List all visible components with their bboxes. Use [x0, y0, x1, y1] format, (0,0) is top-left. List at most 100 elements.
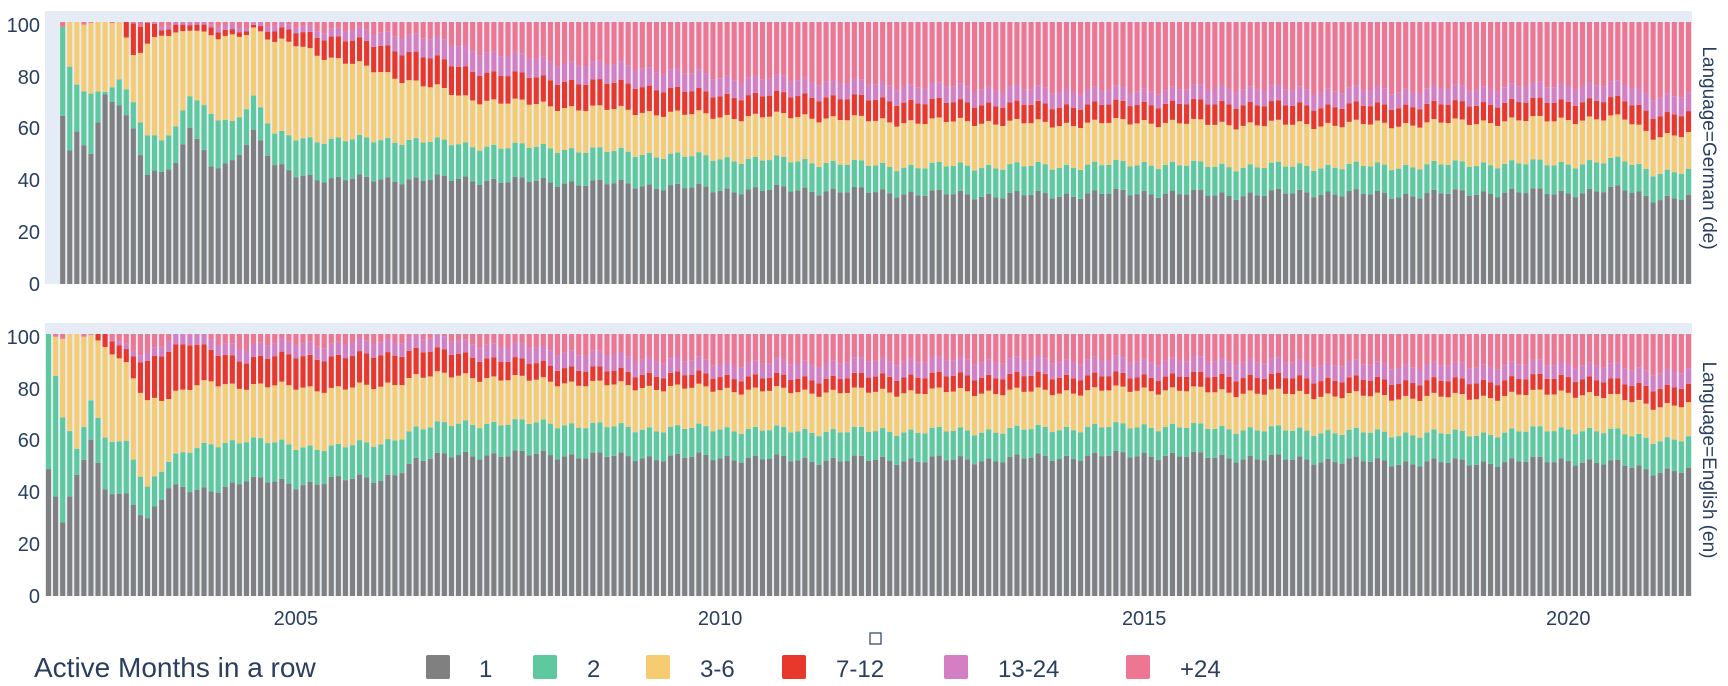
bar-segment-2[interactable] — [1198, 423, 1204, 453]
bar-segment-13-24[interactable] — [724, 361, 730, 375]
bar-segment-2[interactable] — [1473, 435, 1479, 465]
bar-segment-13-24[interactable] — [675, 68, 681, 87]
bar-segment-7-12[interactable] — [583, 371, 589, 387]
bar-segment-1[interactable] — [1099, 193, 1105, 284]
bar-segment-+24[interactable] — [1318, 22, 1324, 93]
bar-segment-+24[interactable] — [88, 22, 94, 23]
bar-segment-7-12[interactable] — [1063, 104, 1069, 123]
bar-segment-7-12[interactable] — [1389, 109, 1395, 129]
bar-segment-2[interactable] — [660, 432, 667, 462]
bar-segment-13-24[interactable] — [1417, 369, 1423, 386]
bar-segment-13-24[interactable] — [222, 343, 228, 355]
bar-segment-+24[interactable] — [491, 334, 497, 344]
bar-segment-2[interactable] — [540, 419, 546, 451]
bar-segment-13-24[interactable] — [957, 356, 963, 373]
bar-segment-+24[interactable] — [385, 22, 391, 32]
bar-segment-3-6[interactable] — [123, 37, 129, 90]
bar-segment-3-6[interactable] — [342, 389, 348, 448]
bar-segment-3-6[interactable] — [88, 22, 94, 94]
bar-segment-13-24[interactable] — [837, 363, 843, 380]
bar-segment-3-6[interactable] — [929, 388, 935, 428]
bar-segment-3-6[interactable] — [1664, 403, 1670, 438]
bar-segment-+24[interactable] — [144, 334, 151, 354]
bar-segment-1[interactable] — [1205, 457, 1211, 596]
bar-segment-3-6[interactable] — [781, 387, 787, 428]
bar-segment-13-24[interactable] — [1176, 360, 1183, 377]
bar-segment-3-6[interactable] — [321, 59, 327, 144]
bar-segment-13-24[interactable] — [1099, 90, 1105, 105]
bar-segment-1[interactable] — [1664, 468, 1670, 596]
bar-segment-3-6[interactable] — [201, 31, 207, 106]
bar-segment-+24[interactable] — [137, 334, 143, 356]
bar-segment-2[interactable] — [399, 144, 405, 185]
bar-segment-3-6[interactable] — [858, 115, 864, 161]
bar-segment-1[interactable] — [1495, 466, 1501, 596]
bar-segment-3-6[interactable] — [392, 78, 398, 143]
bar-segment-1[interactable] — [1509, 458, 1515, 596]
bar-segment-7-12[interactable] — [109, 341, 115, 355]
bar-segment-3-6[interactable] — [1120, 119, 1126, 162]
bar-segment-2[interactable] — [611, 151, 617, 184]
bar-segment-3-6[interactable] — [1445, 123, 1451, 165]
bar-segment-7-12[interactable] — [830, 375, 836, 390]
bar-segment-+24[interactable] — [427, 334, 433, 339]
bar-segment-3-6[interactable] — [576, 110, 582, 153]
bar-segment-2[interactable] — [540, 143, 546, 179]
bar-segment-+24[interactable] — [738, 22, 744, 83]
bar-segment-+24[interactable] — [1176, 22, 1183, 90]
bar-segment-+24[interactable] — [1035, 334, 1041, 356]
bar-segment-7-12[interactable] — [576, 84, 582, 111]
bar-segment-2[interactable] — [1049, 169, 1055, 199]
bar-segment-7-12[interactable] — [434, 55, 440, 85]
bar-segment-3-6[interactable] — [929, 118, 935, 163]
bar-segment-3-6[interactable] — [1353, 391, 1359, 428]
bar-segment-3-6[interactable] — [837, 393, 843, 433]
bar-segment-2[interactable] — [653, 431, 659, 461]
bar-segment-7-12[interactable] — [484, 72, 490, 101]
bar-segment-7-12[interactable] — [328, 36, 334, 58]
bar-segment-13-24[interactable] — [434, 334, 440, 348]
bar-segment-7-12[interactable] — [823, 97, 829, 119]
bar-segment-2[interactable] — [427, 427, 433, 459]
bar-segment-1[interactable] — [1304, 192, 1310, 284]
bar-segment-1[interactable] — [993, 461, 999, 597]
bar-segment-2[interactable] — [1374, 162, 1380, 191]
bar-segment-3-6[interactable] — [1162, 122, 1168, 165]
bar-segment-13-24[interactable] — [858, 357, 864, 373]
bar-segment-2[interactable] — [802, 158, 808, 188]
bar-segment-3-6[interactable] — [781, 113, 787, 157]
bar-segment-+24[interactable] — [357, 22, 363, 27]
bar-segment-7-12[interactable] — [576, 370, 582, 386]
bar-segment-1[interactable] — [519, 450, 525, 596]
bar-segment-1[interactable] — [1042, 455, 1048, 596]
bar-segment-2[interactable] — [1480, 432, 1487, 462]
bar-segment-7-12[interactable] — [371, 46, 377, 73]
bar-segment-7-12[interactable] — [1381, 104, 1388, 123]
bar-segment-2[interactable] — [752, 156, 758, 188]
bar-segment-1[interactable] — [830, 457, 836, 596]
bar-segment-1[interactable] — [1403, 461, 1409, 596]
bar-segment-+24[interactable] — [1311, 22, 1317, 95]
bar-segment-7-12[interactable] — [1403, 380, 1409, 396]
bar-segment-3-6[interactable] — [1678, 137, 1684, 174]
bar-segment-2[interactable] — [1594, 162, 1600, 192]
bar-segment-1[interactable] — [1516, 461, 1522, 596]
bar-segment-2[interactable] — [1353, 161, 1359, 190]
bar-segment-7-12[interactable] — [696, 88, 702, 111]
bar-segment-2[interactable] — [441, 139, 447, 176]
bar-segment-+24[interactable] — [908, 334, 914, 359]
bar-segment-2[interactable] — [215, 447, 221, 493]
bar-segment-2[interactable] — [1268, 162, 1274, 191]
bar-segment-2[interactable] — [759, 430, 766, 460]
bar-segment-1[interactable] — [830, 188, 836, 284]
bar-segment-+24[interactable] — [1325, 22, 1331, 89]
bar-segment-3-6[interactable] — [1247, 390, 1253, 428]
bar-segment-+24[interactable] — [1099, 334, 1105, 361]
bar-segment-+24[interactable] — [1389, 334, 1395, 370]
bar-segment-2[interactable] — [1650, 443, 1656, 476]
bar-segment-3-6[interactable] — [314, 391, 320, 451]
bar-segment-+24[interactable] — [1424, 22, 1430, 89]
bar-segment-+24[interactable] — [1509, 22, 1515, 84]
bar-segment-13-24[interactable] — [788, 81, 794, 98]
bar-segment-2[interactable] — [1311, 435, 1317, 465]
